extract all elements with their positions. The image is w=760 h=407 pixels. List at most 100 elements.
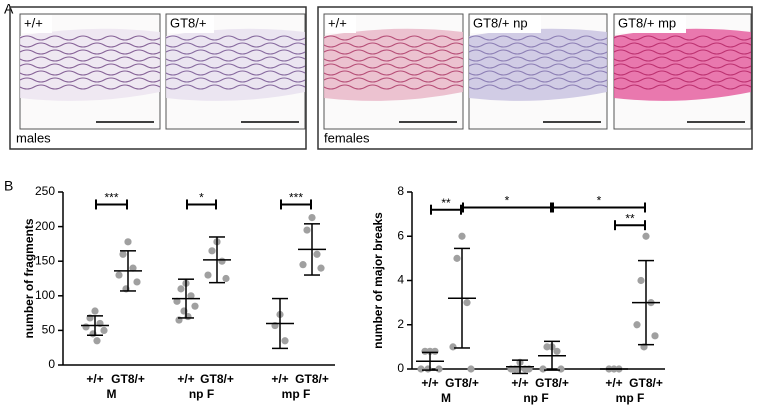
data-point <box>299 261 307 269</box>
x-tick-label: +/+ <box>605 376 622 390</box>
data-point <box>633 321 641 329</box>
elastic-fiber <box>613 63 752 69</box>
x-tick-label: GT8/+ <box>535 376 569 390</box>
elastic-fiber <box>323 56 464 62</box>
elastic-fiber <box>468 70 608 76</box>
panel-frame <box>317 6 753 150</box>
x-tick-label: GT8/+ <box>295 372 329 386</box>
group-label: M <box>441 391 451 405</box>
image-label: GT8/+ <box>170 15 207 30</box>
elastic-fiber <box>323 84 464 90</box>
group-caption: females <box>324 130 370 145</box>
y-tick-label: 4 <box>397 273 404 287</box>
data-point <box>449 343 457 351</box>
sig-label: ** <box>625 211 635 225</box>
elastic-fiber <box>165 70 306 76</box>
elastic-fiber <box>165 35 306 41</box>
data-point <box>115 271 123 279</box>
label-bg <box>168 15 214 33</box>
sig-label: * <box>597 194 602 208</box>
data-point <box>191 302 199 310</box>
data-point <box>313 250 321 258</box>
data-point <box>431 347 439 355</box>
elastic-fiber <box>19 70 161 76</box>
label-bg <box>471 15 541 33</box>
elastic-fiber <box>165 56 306 62</box>
elastic-fiber <box>323 77 464 83</box>
x-tick-label: +/+ <box>511 376 528 390</box>
sig-label: ** <box>441 196 451 210</box>
data-point <box>317 264 325 272</box>
elastic-fiber <box>19 42 161 48</box>
data-point <box>281 337 289 345</box>
elastic-fiber <box>613 77 752 83</box>
elastic-fiber <box>165 42 306 48</box>
y-tick-label: 150 <box>35 253 55 267</box>
y-tick-label: 8 <box>397 184 404 198</box>
elastic-fiber <box>468 49 608 55</box>
elastic-fiber <box>468 84 608 90</box>
data-point <box>187 292 195 300</box>
data-point <box>91 307 99 315</box>
group-label: M <box>107 387 117 401</box>
y-tick-label: 6 <box>397 228 404 242</box>
elastic-fiber <box>19 63 161 69</box>
elastic-fiber <box>323 35 464 41</box>
sig-label: *** <box>289 191 303 205</box>
elastic-fiber <box>323 49 464 55</box>
x-tick-label: +/+ <box>271 372 288 386</box>
elastic-fiber <box>165 77 306 83</box>
elastic-fiber <box>19 35 161 41</box>
group-label: mp F <box>282 387 311 401</box>
data-point <box>222 274 230 283</box>
panel-label: B <box>4 178 13 194</box>
sig-label: *** <box>104 191 118 205</box>
data-point <box>218 257 226 265</box>
data-point <box>539 365 547 373</box>
x-tick-label: GT8/+ <box>200 372 234 386</box>
elastic-fiber <box>468 35 608 41</box>
data-point <box>308 214 316 222</box>
x-tick-label: GT8/+ <box>111 372 145 386</box>
x-tick-label: GT8/+ <box>445 376 479 390</box>
y-tick-label: 250 <box>35 184 55 198</box>
group-label: np F <box>189 387 214 401</box>
data-point <box>173 297 181 305</box>
elastic-fiber <box>165 49 306 55</box>
elastic-fiber <box>613 56 752 62</box>
elastic-fiber <box>613 42 752 48</box>
data-point <box>557 365 565 373</box>
y-tick-label: 50 <box>42 323 56 337</box>
data-point <box>463 299 471 307</box>
data-point <box>100 326 108 334</box>
x-tick-label: +/+ <box>421 376 438 390</box>
data-point <box>458 232 466 240</box>
image-label: GT8/+ mp <box>618 15 676 30</box>
y-tick-label: 100 <box>35 288 55 302</box>
x-tick-label: +/+ <box>86 372 103 386</box>
data-point <box>303 226 311 234</box>
data-point <box>204 271 212 279</box>
elastic-fiber <box>323 63 464 69</box>
elastic-fiber <box>323 42 464 48</box>
elastic-fiber <box>613 84 752 90</box>
elastic-fiber <box>468 77 608 83</box>
image-label: +/+ <box>328 15 347 30</box>
elastic-fiber <box>165 84 306 90</box>
data-point <box>637 276 645 285</box>
data-point <box>177 285 185 293</box>
panel-label: A <box>4 1 14 17</box>
group-label: np F <box>523 391 548 405</box>
elastic-fiber <box>19 77 161 83</box>
y-tick-label: 200 <box>35 219 55 233</box>
y-tick-label: 2 <box>397 317 404 331</box>
y-axis-label: number of major breaks <box>371 212 385 349</box>
elastic-fiber <box>19 49 161 55</box>
data-point <box>543 343 551 351</box>
group-caption: males <box>16 130 51 145</box>
y-tick-label: 0 <box>48 357 55 371</box>
data-point <box>119 250 127 258</box>
y-tick-label: 0 <box>397 361 404 375</box>
data-point <box>642 232 650 240</box>
